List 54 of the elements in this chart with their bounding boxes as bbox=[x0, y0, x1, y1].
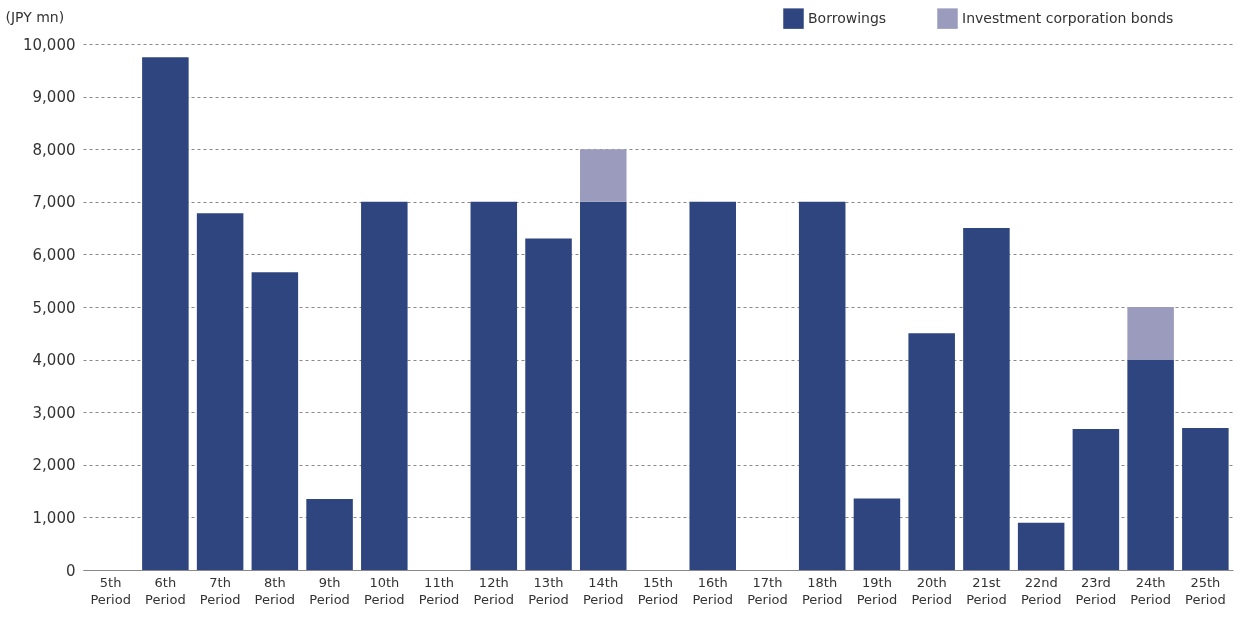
x-tick-label: 7th Period bbox=[199, 574, 241, 607]
y-tick-label: 8,000 bbox=[32, 140, 76, 159]
bar bbox=[1182, 427, 1229, 570]
y-tick-label: 6,000 bbox=[32, 245, 76, 264]
legend-label: Investment corporation bonds bbox=[962, 9, 1174, 26]
x-tick-label: 8th Period bbox=[254, 574, 296, 607]
x-tick-label: 24th Period bbox=[1130, 574, 1171, 607]
legend-label: Borrowings bbox=[808, 9, 887, 26]
x-tick-label: 18th Period bbox=[801, 574, 843, 607]
bar bbox=[1017, 522, 1065, 570]
bar bbox=[361, 201, 408, 570]
x-tick-label: 16th Period bbox=[692, 574, 734, 607]
y-tick-label: 0 bbox=[65, 561, 76, 580]
y-tick-label: 10,000 bbox=[23, 35, 76, 54]
y-axis-title: (JPY mn) bbox=[5, 8, 65, 25]
x-tick-label: 12th Period bbox=[473, 574, 515, 607]
y-tick-label: 5,000 bbox=[32, 298, 76, 317]
y-tick-label: 4,000 bbox=[32, 351, 76, 370]
x-tick-label: 15th Period bbox=[637, 574, 679, 607]
x-tick-label: 22nd Period bbox=[1020, 574, 1062, 607]
x-tick-label: 17th Period bbox=[747, 574, 788, 607]
y-tick-label: 3,000 bbox=[32, 403, 76, 422]
y-tick-label: 9,000 bbox=[32, 88, 76, 107]
bar bbox=[908, 333, 955, 570]
bar bbox=[580, 149, 627, 202]
y-tick-label: 7,000 bbox=[32, 193, 76, 212]
bar bbox=[196, 213, 244, 570]
bar bbox=[1127, 359, 1174, 570]
x-tick-label: 10th Period bbox=[364, 574, 405, 607]
bar bbox=[1072, 429, 1120, 570]
bar bbox=[580, 201, 627, 570]
x-tick-label: 25th Period bbox=[1185, 574, 1226, 607]
x-tick-label: 6th Period bbox=[145, 574, 186, 607]
bar bbox=[689, 201, 736, 570]
x-tick-label: 23rd Period bbox=[1075, 574, 1117, 607]
bar bbox=[963, 228, 1010, 570]
bar bbox=[306, 498, 353, 570]
bar bbox=[142, 57, 189, 570]
y-tick-label: 1,000 bbox=[32, 508, 76, 527]
x-tick-label: 14th Period bbox=[582, 574, 624, 607]
bar bbox=[470, 201, 518, 570]
x-tick-label: 5th Period bbox=[90, 574, 131, 607]
bar bbox=[525, 238, 572, 570]
bar bbox=[1127, 307, 1174, 360]
bar bbox=[251, 272, 299, 570]
x-tick-label: 13th Period bbox=[528, 574, 569, 607]
x-tick-label: 21st Period bbox=[966, 574, 1007, 607]
x-tick-label: 9th Period bbox=[309, 574, 350, 607]
bar bbox=[853, 498, 901, 570]
bar bbox=[798, 201, 846, 570]
x-tick-label: 19th Period bbox=[856, 574, 898, 607]
y-tick-label: 2,000 bbox=[32, 456, 76, 475]
x-tick-label: 20th Period bbox=[911, 574, 952, 607]
x-tick-label: 11th Period bbox=[418, 574, 460, 607]
